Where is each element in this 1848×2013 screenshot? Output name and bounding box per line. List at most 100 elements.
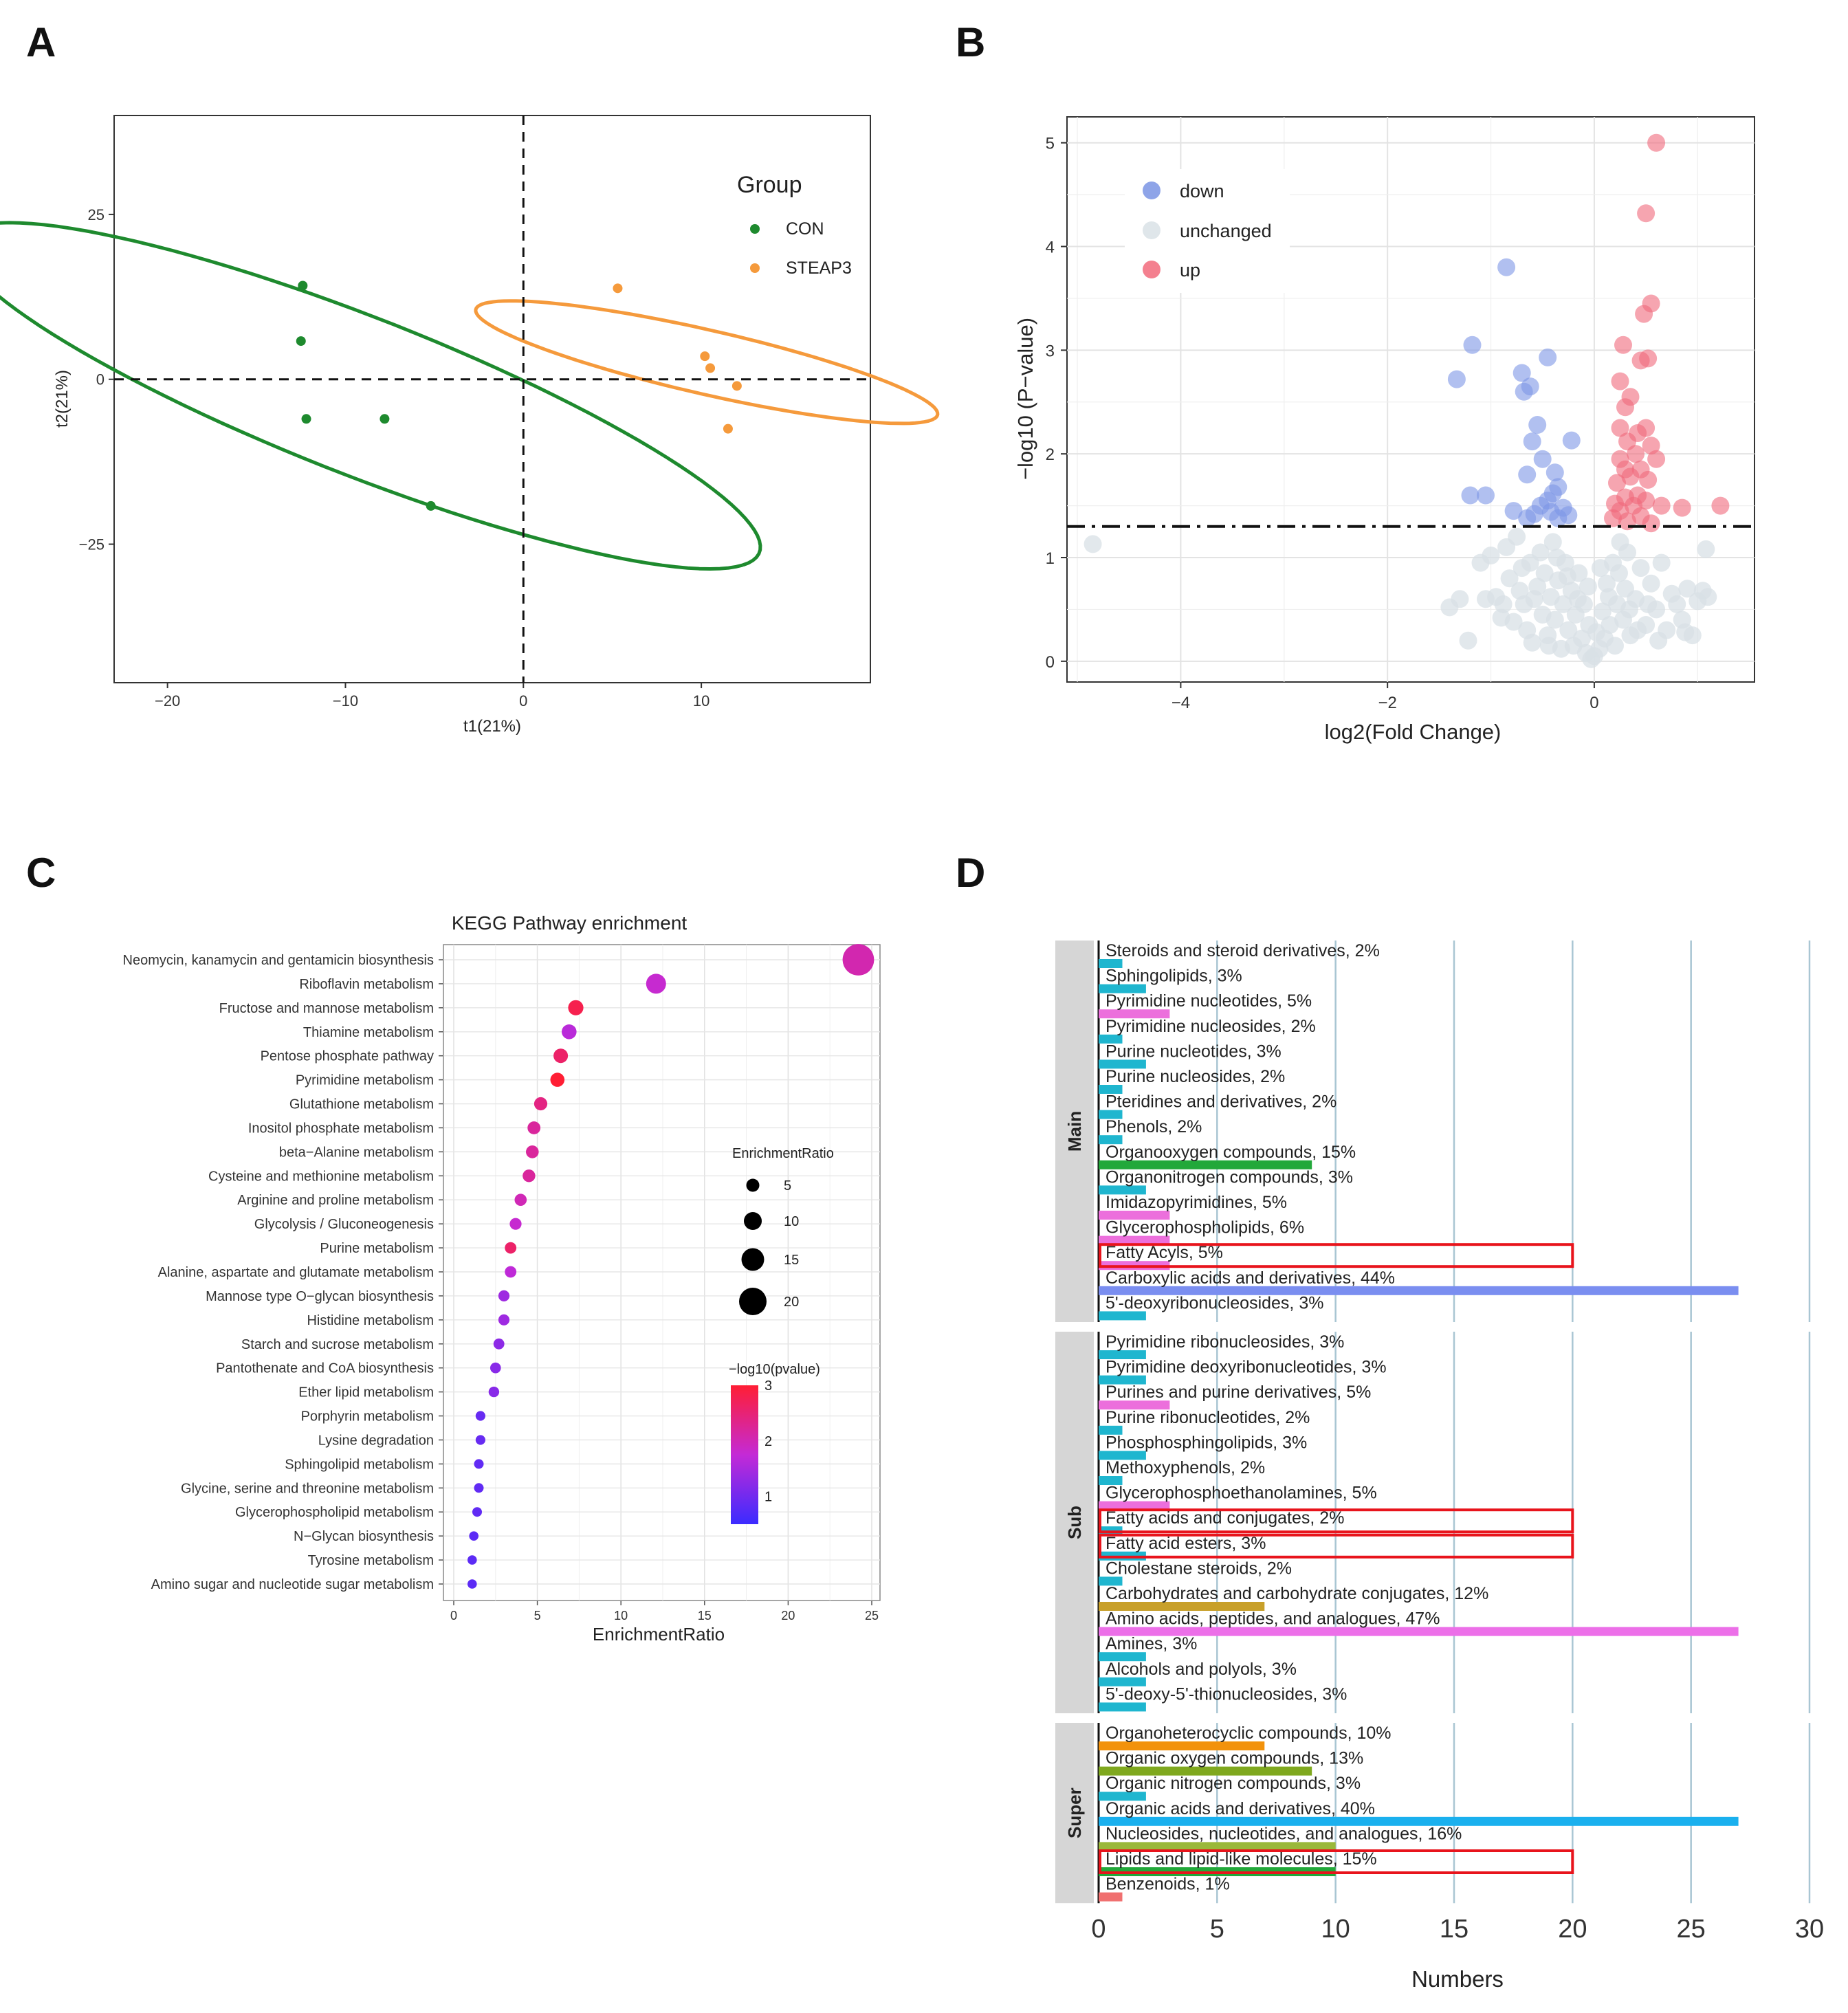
panel-a-x-tick-label: −20 [155,692,180,710]
panel-d-x-tick-label: 30 [1795,1915,1824,1944]
panel-d-bar-label: Nucleosides, nucleotides, and analogues,… [1106,1824,1462,1843]
panel-c-pathway-label: Alanine, aspartate and glutamate metabol… [158,1265,434,1280]
panel-d-bar-pteridines-and-derivatives-2 [1099,1110,1123,1119]
panel-a-point-con-1 [296,336,306,346]
panel-c-color-bar [731,1385,758,1524]
panel-b-point-down-25 [1559,506,1578,525]
panel-c-pathway-label: Amino sugar and nucleotide sugar metabol… [151,1577,434,1592]
panel-d-highlight-box [1099,1508,1574,1534]
panel-c-pathway-label: Glycine, serine and threonine metabolism [181,1481,434,1496]
panel-a-point-con-3 [380,414,390,424]
panel-a-y-tick-label: 25 [88,206,104,223]
panel-b-legend-up-label: up [1180,260,1200,280]
panel-d-bar-label: Purine nucleotides, 3% [1106,1042,1282,1061]
panel-c-pathway-label: Pyrimidine metabolism [296,1073,434,1088]
panel-b-legend-up-marker [1143,261,1160,278]
panel-c-size-legend-label-15: 15 [784,1253,799,1268]
panel-d-bar-pyrimidine-nucleotides-5 [1099,1009,1170,1019]
panel-b-point-up-14 [1642,437,1660,455]
panel-d-x-tick-label: 5 [1210,1915,1224,1944]
panel-d-bar-amines-3 [1099,1652,1146,1662]
panel-c-size-legend-marker-20 [739,1288,767,1315]
panel-b-legend-unchanged-label: unchanged [1180,221,1272,241]
panel-b-point-unchanged-10 [1500,569,1519,588]
panel-d-bar-label: Pteridines and derivatives, 2% [1106,1092,1336,1112]
panel-d-bar-glycerophosphoethanolamines-5 [1099,1501,1170,1510]
panel-d-bar-5-deoxyribonucleosides-3 [1099,1311,1146,1321]
panel-b-point-down-23 [1518,509,1537,527]
panel-d-bar-methoxyphenols-2 [1099,1476,1123,1485]
panel-a-ellipse-steap3 [474,299,940,426]
panel-a-point-con-0 [298,280,308,291]
panel-d-bar-pyrimidine-deoxyribonucleotides-3 [1099,1375,1146,1385]
panel-b-point-up-34 [1642,514,1660,533]
panel-label-b: B [956,19,985,65]
panel-b-point-unchanged-58 [1642,574,1660,593]
panel-a-x-tick-label: 10 [693,692,710,710]
panel-a-point-con-4 [426,500,436,511]
panel-d-bar-label: Fatty Acyls, 5% [1106,1243,1223,1262]
panel-b-point-up-15 [1627,445,1645,463]
panel-b-point-up-0 [1647,133,1666,152]
panel-c-point-pyrimidine-metabolism [550,1072,565,1087]
panel-c-size-legend-label-5: 5 [784,1178,791,1194]
panel-c-size-legend-label-10: 10 [784,1214,799,1229]
panel-d-bar-label: Pyrimidine nucleotides, 5% [1106,991,1312,1011]
panel-c-point-pantothenate-and-coa-biosynthesis [490,1362,501,1374]
panel-b-point-unchanged-12 [1508,527,1526,546]
panel-b-volcano: −4 −2 0 0 1 2 3 4 5 log2(Fold Change) −log10 (P… [1013,116,1755,744]
panel-c-size-legend-marker-10 [744,1212,762,1230]
panel-c-point-ether-lipid-metabolism [488,1386,500,1398]
panel-b-point-up-3 [1635,305,1653,323]
panel-b-point-unchanged-19 [1531,543,1550,562]
panel-c-point-purine-metabolism [505,1242,517,1254]
panel-d-bar-label: 5'-deoxy-5'-thionucleosides, 3% [1106,1684,1347,1704]
panel-d-facet-label-sub: Sub [1064,1506,1085,1539]
panel-b-point-unchanged-73 [1512,559,1531,578]
panel-b-point-unchanged-46 [1600,616,1619,634]
panel-d-facet-strip-sub [1055,1332,1094,1713]
panel-c-pathway-label: beta−Alanine metabolism [279,1145,434,1160]
panel-c-point-alanine-aspartate-and-glutamate-metabolism [505,1266,517,1278]
panel-d-bar-label: Organonitrogen compounds, 3% [1106,1167,1353,1187]
panel-b-point-up-22 [1608,474,1626,492]
panel-b-point-up-20 [1621,468,1640,486]
panel-d-bar-purine-nucleosides-2 [1099,1085,1123,1094]
panel-d-bar-cholestane-steroids-2 [1099,1576,1123,1586]
panel-d-bar-purine-nucleotides-3 [1099,1059,1146,1069]
panel-a-y-label: t2(21%) [53,370,72,428]
panel-c-size-legend-title: EnrichmentRatio [732,1146,834,1161]
panel-c-pathway-label: Pantothenate and CoA biosynthesis [216,1361,434,1376]
panel-b-point-unchanged-53 [1618,543,1636,562]
panel-d-bar-label: Organic acids and derivatives, 40% [1106,1799,1375,1818]
panel-a-x-tick-label: 0 [519,692,527,710]
panel-b-point-down-10 [1533,450,1552,468]
panel-label-a: A [26,19,56,65]
panel-b-point-down-4 [1512,364,1531,382]
panel-c-point-starch-and-sucrose-metabolism [493,1338,505,1350]
panel-c-pathway-label: Histidine metabolism [307,1313,434,1328]
panel-d-bar-label: Organic oxygen compounds, 13% [1106,1749,1363,1768]
panel-b-point-up-29 [1673,498,1691,517]
panel-d-bar-label: Lipids and lipid-like molecules, 15% [1106,1849,1377,1869]
panel-c-pathway-label: Glycolysis / Gluconeogenesis [254,1217,434,1232]
panel-c-point-mannose-type-o-glycan-biosynthesis [498,1290,510,1301]
panel-d-bar-label: Pyrimidine ribonucleosides, 3% [1106,1332,1344,1352]
panel-c-point-amino-sugar-and-nucleotide-sugar-metabolism [468,1579,477,1589]
panel-b-point-unchanged-77 [1558,567,1576,586]
panel-c-title: KEGG Pathway enrichment [452,912,688,934]
panel-a-x-label: t1(21%) [463,717,521,736]
panel-a-point-steap3-2 [705,363,716,373]
panel-d-bar-label: Fatty acids and conjugates, 2% [1106,1508,1344,1528]
panel-d-bar-5-deoxy-5-thionucleosides-3 [1099,1702,1146,1712]
panel-b-x-tick-label: 0 [1590,694,1598,712]
panel-b-point-down-22 [1504,502,1523,520]
panel-c-point-glycolysis-gluconeogenesis [509,1218,522,1230]
panel-b-point-unchanged-86 [1649,631,1668,650]
panel-b-point-unchanged-72 [1494,595,1512,613]
panel-b-y-label: −log10 (P−value) [1013,318,1037,480]
panel-b-point-unchanged-81 [1600,588,1618,606]
panel-b-point-unchanged-48 [1606,637,1624,655]
panel-a-x-tick-label: −10 [333,692,358,710]
panel-b-point-up-30 [1711,496,1730,515]
